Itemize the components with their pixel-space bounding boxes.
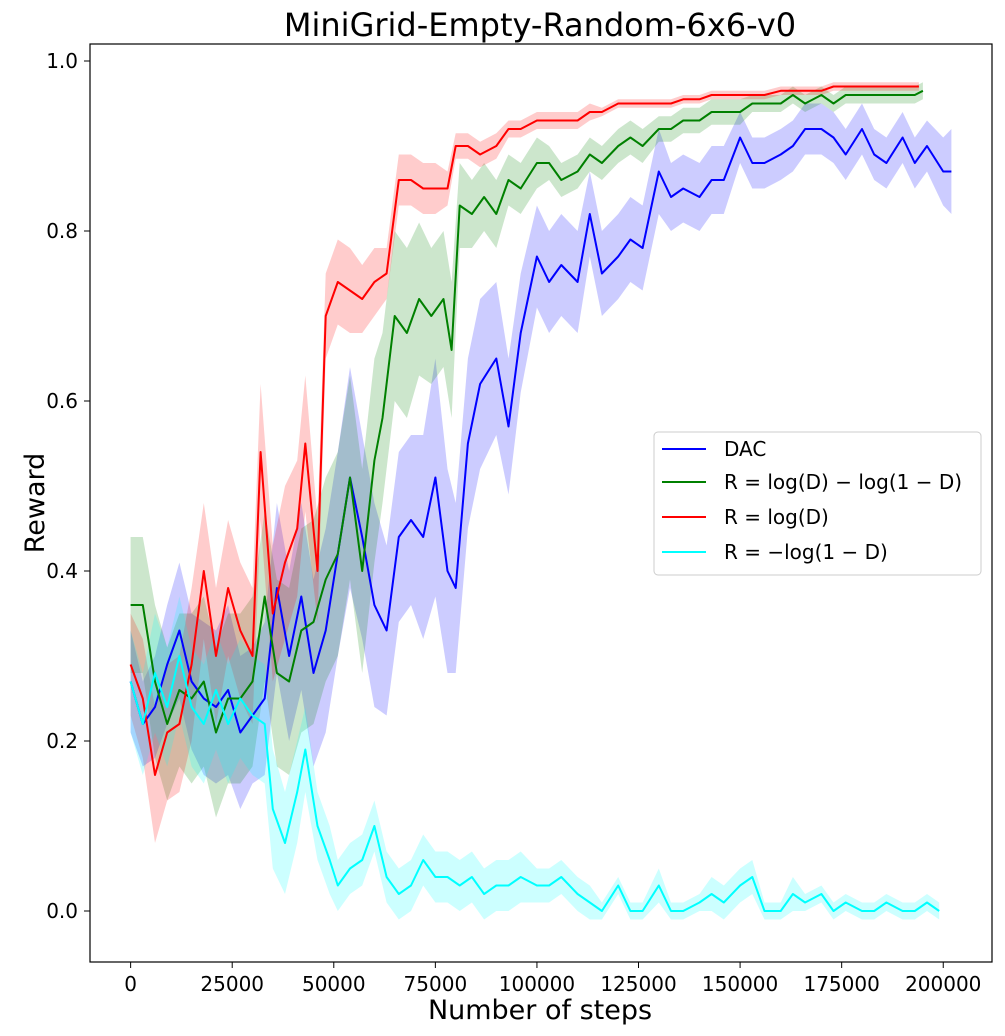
y-tick-label: 0.0 <box>46 899 78 923</box>
band-dac-0 <box>130 103 952 809</box>
band-r-log-d-log-1-d-1 <box>130 82 923 818</box>
y-tick-label: 0.8 <box>46 219 78 243</box>
line-r-log-d-2 <box>129 85 919 776</box>
x-tick-label: 200000 <box>905 972 981 996</box>
band-r-log-d-2 <box>130 82 919 844</box>
x-tick-label: 175000 <box>803 972 879 996</box>
y-tick-label: 0.2 <box>46 729 78 753</box>
legend-label-log-ratio: R = log(D) − log(1 − D) <box>724 470 962 494</box>
x-tick-label: 50000 <box>302 972 366 996</box>
line-r-log-1-d-3 <box>129 655 940 912</box>
confidence-bands <box>130 82 952 920</box>
y-tick-label: 0.4 <box>46 559 78 583</box>
x-tick-label: 75000 <box>404 972 468 996</box>
x-tick-label: 125000 <box>600 972 676 996</box>
x-tick-label: 0 <box>124 972 137 996</box>
y-tick-label: 0.6 <box>46 389 78 413</box>
y-tick-label: 1.0 <box>46 49 78 73</box>
x-tick-label: 100000 <box>499 972 575 996</box>
legend: DAC R = log(D) − log(1 − D) R = log(D) R… <box>653 431 982 576</box>
legend-box <box>653 431 982 576</box>
line-dac-0 <box>129 128 952 734</box>
x-tick-label: 25000 <box>200 972 264 996</box>
legend-label-log-d: R = log(D) <box>724 505 829 529</box>
legend-label-neg-log-1-minus-d: R = −log(1 − D) <box>724 540 888 564</box>
x-axis-ticks: 0 25000 50000 75000 100000 125000 150000 175000… <box>124 962 981 996</box>
y-axis-ticks: 0.0 0.2 0.4 0.6 0.8 1.0 <box>46 49 90 923</box>
legend-label-dac: DAC <box>724 437 766 461</box>
x-tick-label: 150000 <box>702 972 778 996</box>
series-lines <box>129 85 952 912</box>
y-axis-label: Reward <box>20 453 51 554</box>
line-r-log-d-log-1-d-1 <box>130 89 924 734</box>
plot-frame <box>89 43 993 963</box>
chart-title: MiniGrid-Empty-Random-6x6-v0 <box>284 6 796 44</box>
x-axis-label: Number of steps <box>428 995 652 1026</box>
